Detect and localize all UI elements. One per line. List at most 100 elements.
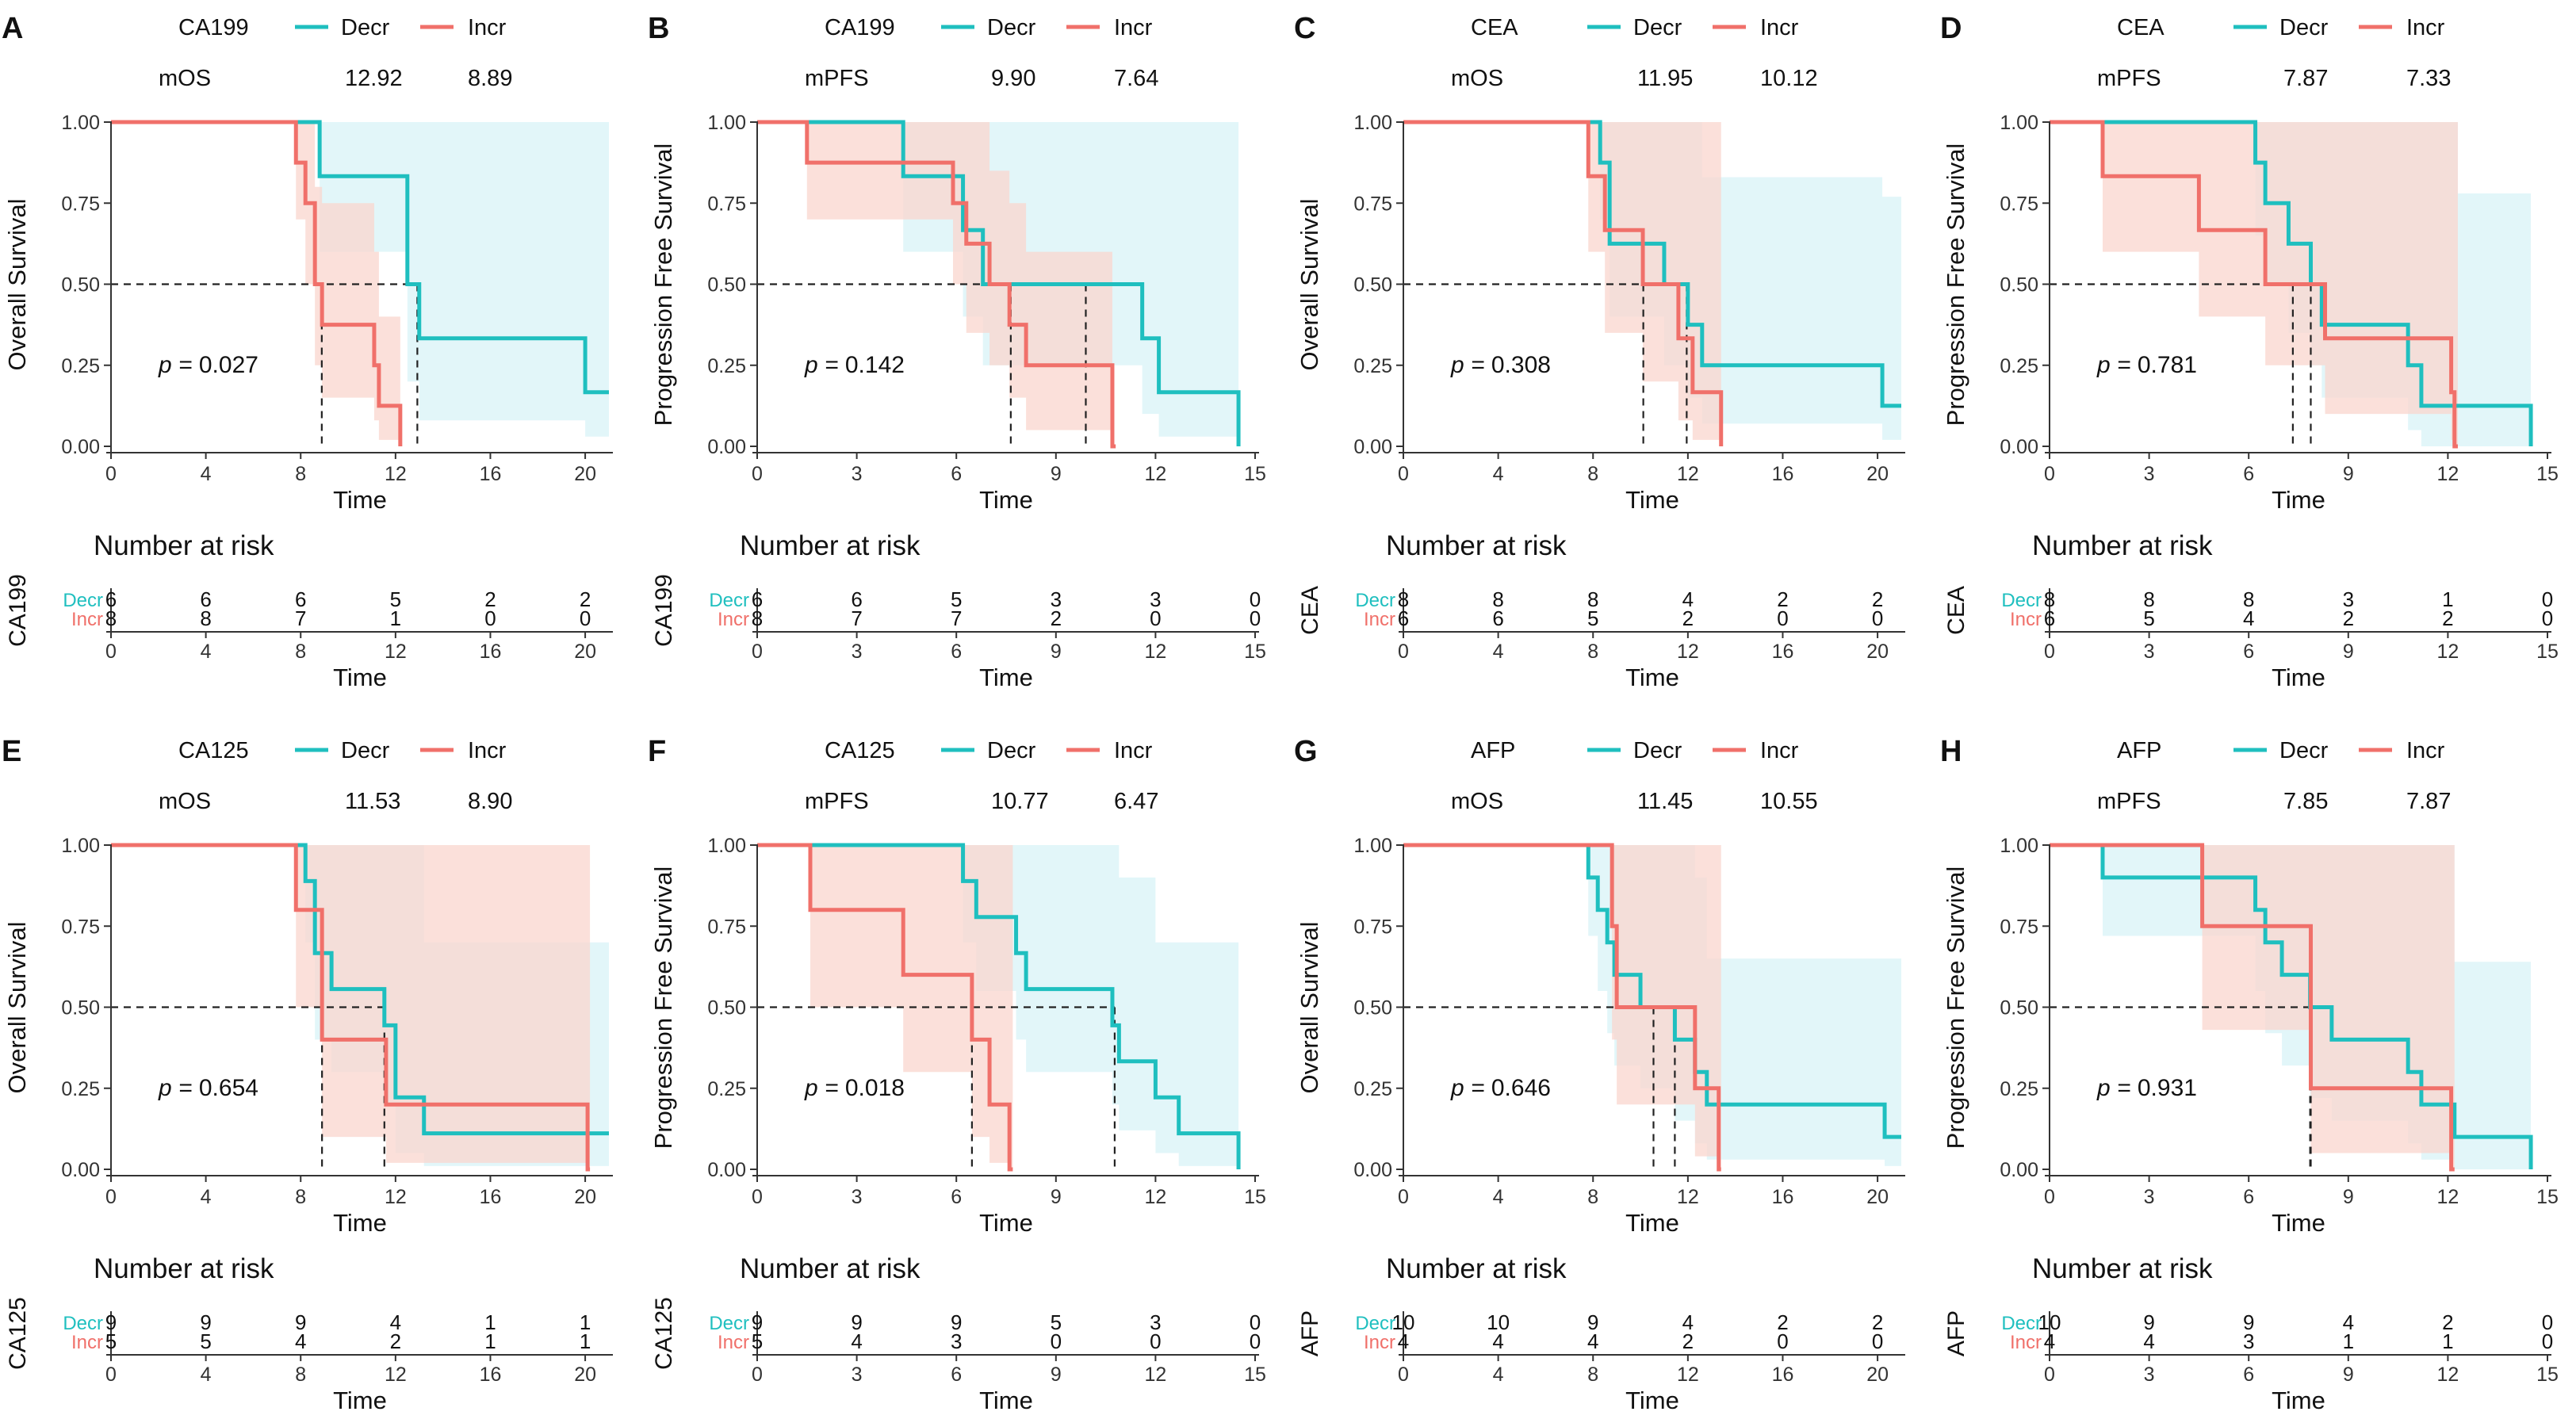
risk-count-incr: 2 — [390, 1329, 401, 1353]
risk-count-incr: 0 — [1872, 1329, 1883, 1353]
y-axis-title: Overall Survival — [3, 198, 31, 370]
km-curve-incr — [1403, 843, 1721, 1172]
risk-row-label-decr: Decr — [709, 1313, 749, 1334]
legend-decr-label: Decr — [2279, 738, 2329, 763]
y-tick-label: 0.25 — [707, 1078, 746, 1100]
risk-row-label-incr: Incr — [2010, 1332, 2042, 1353]
risk-count-decr: 10 — [1487, 1310, 1510, 1334]
risk-x-tick-label: 15 — [1244, 1364, 1266, 1386]
y-axis-title: Progression Free Survival — [1942, 866, 1969, 1149]
risk-count-incr: 7 — [295, 606, 306, 630]
x-tick-label: 15 — [2536, 463, 2559, 485]
risk-row-label-incr: Incr — [71, 1332, 103, 1353]
legend-incr-label: Incr — [2406, 738, 2445, 763]
y-axis-title: Progression Free Survival — [649, 143, 677, 427]
x-tick-label: 12 — [1677, 463, 1699, 485]
risk-count-incr: 1 — [580, 1329, 591, 1353]
panel-letter: C — [1294, 12, 1315, 45]
risk-x-tick-label: 15 — [2536, 1364, 2559, 1386]
risk-x-tick-label: 16 — [480, 641, 502, 663]
x-tick-label: 9 — [1051, 1186, 1062, 1208]
km-curve-decr — [111, 120, 609, 395]
risk-x-axis-title: Time — [2272, 1387, 2325, 1414]
risk-count-incr: 8 — [105, 606, 117, 630]
risk-x-tick-label: 20 — [1866, 1364, 1889, 1386]
y-tick-label: 1.00 — [2000, 112, 2038, 134]
risk-count-incr: 2 — [1682, 1329, 1694, 1353]
risk-row-label-decr: Decr — [63, 1313, 103, 1334]
risk-count-incr: 4 — [851, 1329, 862, 1353]
ci-band-incr — [1403, 845, 1721, 1169]
y-axis-title: Progression Free Survival — [649, 866, 677, 1149]
p-prefix: p = — [2096, 1075, 2138, 1101]
risk-row-label-incr: Incr — [71, 609, 103, 630]
risk-row-label-decr: Decr — [1355, 1313, 1395, 1334]
y-tick-label: 0.50 — [707, 997, 746, 1019]
risk-x-tick-label: 12 — [1677, 641, 1699, 663]
median-stat-label: mPFS — [2097, 66, 2161, 91]
risk-count-decr: 4 — [2343, 1310, 2354, 1334]
risk-count-incr: 0 — [1777, 606, 1788, 630]
risk-x-tick-label: 12 — [2436, 1364, 2459, 1386]
risk-count-decr: 5 — [390, 587, 401, 611]
p-value: p = 0.654 — [158, 1075, 258, 1101]
risk-group-label: CA125 — [5, 1297, 31, 1370]
risk-x-tick-label: 0 — [752, 1364, 763, 1386]
risk-table-title: Number at risk — [2032, 1253, 2213, 1284]
x-tick-label: 16 — [480, 1186, 502, 1208]
x-tick-label: 3 — [2144, 1186, 2155, 1208]
risk-count-incr: 0 — [1051, 1329, 1062, 1353]
risk-group-label: CEA — [1297, 586, 1323, 635]
risk-group-label: CA199 — [5, 574, 31, 647]
legend-title: CA125 — [825, 738, 895, 763]
x-axis-title: Time — [979, 1209, 1033, 1237]
risk-count-incr: 2 — [2343, 606, 2354, 630]
x-tick-label: 15 — [2536, 1186, 2559, 1208]
risk-x-tick-label: 20 — [574, 1364, 596, 1386]
x-tick-label: 15 — [1244, 463, 1266, 485]
risk-count-incr: 7 — [951, 606, 962, 630]
x-tick-label: 4 — [201, 463, 212, 485]
x-tick-label: 3 — [852, 1186, 863, 1208]
risk-count-decr: 8 — [1492, 587, 1503, 611]
risk-table-title: Number at risk — [1386, 1253, 1567, 1284]
x-tick-label: 12 — [2436, 463, 2459, 485]
legend-title: CA199 — [825, 15, 895, 40]
risk-count-decr: 9 — [951, 1310, 962, 1334]
risk-count-incr: 0 — [1250, 1329, 1261, 1353]
legend-decr-label: Decr — [341, 15, 390, 40]
legend-incr-label: Incr — [1760, 738, 1799, 763]
risk-count-decr: 6 — [105, 587, 117, 611]
risk-count-decr: 2 — [2442, 1310, 2453, 1334]
risk-count-decr: 9 — [851, 1310, 862, 1334]
risk-count-incr: 5 — [2143, 606, 2154, 630]
y-tick-label: 0.50 — [61, 274, 100, 296]
risk-count-decr: 2 — [1777, 1310, 1788, 1334]
risk-count-incr: 5 — [1587, 606, 1598, 630]
x-tick-label: 12 — [1144, 463, 1166, 485]
risk-group-label: AFP — [1297, 1310, 1323, 1356]
risk-table-title: Number at risk — [740, 530, 921, 561]
x-tick-label: 16 — [480, 463, 502, 485]
median-incr-value: 7.33 — [2406, 66, 2451, 91]
y-tick-label: 0.00 — [2000, 436, 2038, 458]
panel-letter: E — [2, 735, 21, 768]
risk-count-incr: 0 — [1777, 1329, 1788, 1353]
y-tick-label: 0.00 — [2000, 1159, 2038, 1181]
risk-count-decr: 0 — [1250, 1310, 1261, 1334]
x-tick-label: 6 — [951, 1186, 962, 1208]
p-value-number: 0.931 — [2138, 1075, 2197, 1101]
ci-band-incr — [111, 122, 400, 446]
risk-x-tick-label: 8 — [1587, 641, 1598, 663]
x-tick-label: 8 — [1587, 1186, 1598, 1208]
risk-row-label-decr: Decr — [1355, 590, 1395, 611]
legend-decr-label: Decr — [1633, 15, 1682, 40]
panel-letter: B — [648, 12, 669, 45]
risk-count-incr: 0 — [1250, 606, 1261, 630]
